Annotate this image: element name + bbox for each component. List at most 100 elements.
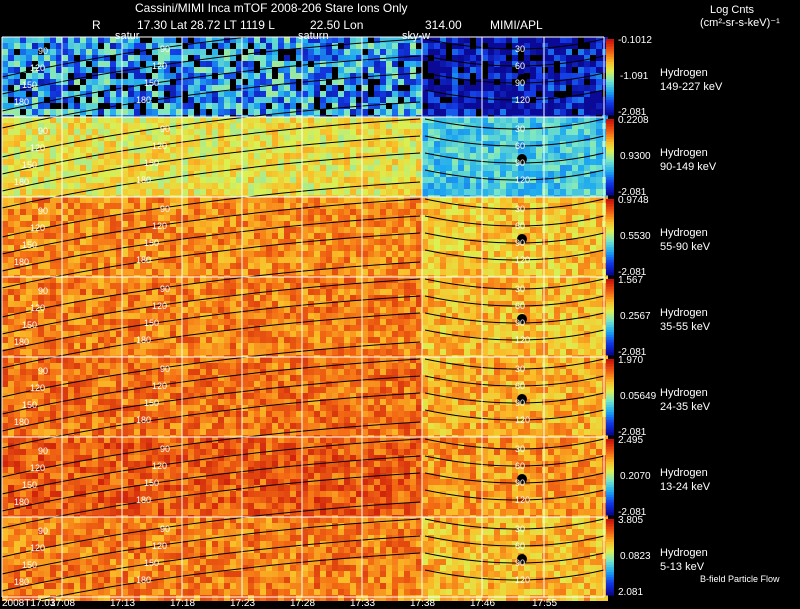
contour-left-3-3	[1, 312, 421, 369]
contour-right-1-3	[424, 169, 605, 181]
channel-species-4: Hydrogen	[660, 387, 708, 399]
overlay-label-sky: sky-w	[402, 30, 431, 42]
heatmap-row-6	[2, 517, 608, 601]
colorbar-4-seg-11	[606, 386, 614, 390]
colorbar-0-seg-19	[606, 87, 614, 91]
contour-label-right-0-3: 120	[515, 95, 531, 105]
colorbar-5-seg-12	[606, 469, 614, 473]
contour-label-mid-2-2: 150	[144, 238, 160, 248]
contour-right-1-2	[424, 152, 605, 164]
colorbar-min-6: 2.081	[618, 587, 644, 598]
colorbar-2-seg-10	[606, 224, 614, 228]
colorbar-3-seg-11	[606, 306, 614, 310]
colorbar-3-seg-0	[606, 279, 614, 283]
colorbar-3-seg-14	[606, 314, 614, 318]
colorbar-6-seg-9	[606, 541, 614, 545]
contour-left-1-1	[1, 118, 421, 175]
colorbar-6-seg-11	[606, 546, 614, 550]
colorbar-6-seg-6	[606, 534, 614, 538]
colorbar-1-seg-12	[606, 149, 614, 153]
colorbar-3-seg-26	[606, 344, 614, 348]
contour-left-5-3	[1, 472, 421, 529]
colorbar-6-seg-1	[606, 521, 614, 525]
colorbar-0-seg-0	[606, 39, 614, 43]
colorbar-3-seg-17	[606, 322, 614, 326]
contour-label-right-1-3: 120	[515, 175, 531, 185]
contour-right-3-1	[424, 295, 605, 307]
contour-right-4-3	[424, 409, 605, 421]
colorbar-1-seg-3	[606, 126, 614, 130]
colorbar-2-seg-13	[606, 231, 614, 235]
contour-label-mid-0-0: 90	[160, 44, 171, 54]
colorbar-4-seg-26	[606, 424, 614, 428]
contour-label-mid-6-3: 180	[136, 575, 152, 585]
colorbar-max-0: -0.1012	[618, 35, 652, 46]
contour-label-left-0-0: 90	[38, 46, 49, 56]
colorbar-6-seg-27	[606, 587, 614, 591]
colorbar-0-seg-26	[606, 104, 614, 108]
colorbar-4-seg-16	[606, 399, 614, 403]
channel-energy-6: 5-13 keV	[660, 561, 705, 573]
colorbar-0-seg-22	[606, 94, 614, 98]
contour-label-mid-0-3: 180	[136, 95, 152, 105]
colorbar-3-seg-2	[606, 284, 614, 288]
contour-left-3-2	[1, 295, 421, 352]
contour-left-6-1	[1, 518, 421, 575]
organization-label: MIMI/APL	[490, 18, 543, 32]
colorbar-3-seg-21	[606, 332, 614, 336]
colorbar-4-seg-19	[606, 407, 614, 411]
colorbar-5-seg-9	[606, 461, 614, 465]
colorbar-1-seg-24	[606, 179, 614, 183]
colorbar-5-seg-22	[606, 494, 614, 498]
colorbar-3-seg-9	[606, 301, 614, 305]
colorbar-4-seg-0	[606, 359, 614, 363]
colorbar-2-seg-5	[606, 211, 614, 215]
contour-left-0-0	[1, 21, 421, 78]
colorbar-2-seg-18	[606, 244, 614, 248]
channel-energy-4: 24-35 keV	[660, 401, 711, 413]
colorbar-0-seg-23	[606, 97, 614, 101]
contour-label-mid-4-1: 120	[152, 381, 168, 391]
colorbar-1-seg-29	[606, 192, 614, 196]
colorbar-6-seg-19	[606, 567, 614, 571]
bfield-marker-5	[517, 474, 527, 484]
contour-label-left-3-0: 90	[38, 286, 49, 296]
colorbar-1-seg-14	[606, 154, 614, 158]
colorbar-0-seg-8	[606, 59, 614, 63]
contour-label-left-4-0: 90	[38, 366, 49, 376]
colorbar-min-5: -2.081	[618, 507, 647, 518]
channel-species-3: Hydrogen	[660, 307, 708, 319]
colorbar-3-seg-28	[606, 349, 614, 353]
colorbar-4-seg-15	[606, 397, 614, 401]
colorbar-3-seg-19	[606, 327, 614, 331]
colorbar-6-seg-20	[606, 569, 614, 573]
colorbar-5-seg-20	[606, 489, 614, 493]
colorbar-0-seg-3	[606, 46, 614, 50]
contour-label-right-5-2: 90	[515, 478, 526, 488]
contour-label-left-4-3: 180	[14, 417, 30, 427]
contour-label-left-2-1: 120	[30, 223, 46, 233]
colorbar-3-seg-22	[606, 334, 614, 338]
contour-right-6-3	[424, 569, 605, 581]
colorbar-0-seg-7	[606, 56, 614, 60]
orbit-position: 17.30 Lat 28.72 LT 1119 L	[137, 18, 275, 32]
contour-label-left-6-1: 120	[30, 543, 46, 553]
contour-label-mid-6-1: 120	[152, 541, 168, 551]
contour-label-right-5-0: 30	[515, 444, 526, 454]
colorbar-0-seg-27	[606, 107, 614, 111]
contour-left-5-0	[1, 421, 421, 478]
colorbar-0-seg-10	[606, 64, 614, 68]
colorbar-4-seg-10	[606, 384, 614, 388]
colorbar-4-seg-14	[606, 394, 614, 398]
colorbar-3-seg-12	[606, 309, 614, 313]
channel-energy-2: 55-90 keV	[660, 241, 711, 253]
colorbar-2-seg-21	[606, 252, 614, 256]
colorbar-mid-5: 0.2070	[620, 471, 651, 482]
colorbar-2-seg-14	[606, 234, 614, 238]
contour-label-left-1-2: 150	[22, 160, 38, 170]
colorbar-2-seg-8	[606, 219, 614, 223]
contour-left-1-2	[1, 135, 421, 192]
contour-label-right-4-2: 90	[515, 398, 526, 408]
colorbar-6-seg-26	[606, 584, 614, 588]
contour-label-left-5-1: 120	[30, 463, 46, 473]
